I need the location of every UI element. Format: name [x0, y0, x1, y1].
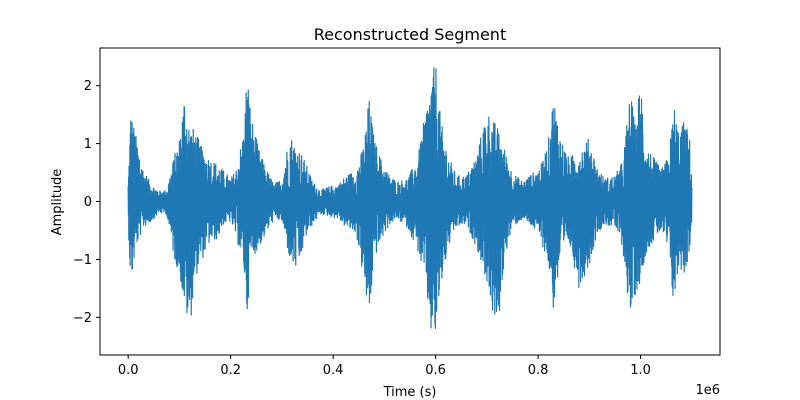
y-tick-label: 1 [84, 137, 92, 152]
chart-title: Reconstructed Segment [314, 25, 506, 44]
x-tick-label: 0.2 [220, 363, 241, 378]
x-tick-label: 0.8 [528, 363, 549, 378]
y-tick-label: 0 [84, 195, 92, 210]
x-offset-label: 1e6 [695, 383, 720, 398]
waveform-line [127, 67, 693, 330]
x-tick-label: 0.0 [118, 363, 139, 378]
y-tick-label: −2 [73, 311, 92, 326]
waveform-series [127, 67, 693, 330]
y-tick-label: 2 [84, 79, 92, 94]
x-axis-label: Time (s) [383, 385, 437, 400]
x-tick-label: 0.4 [323, 363, 344, 378]
y-tick-label: −1 [73, 253, 92, 268]
x-tick-label: 1.0 [630, 363, 651, 378]
y-axis-label: Amplitude [50, 169, 65, 236]
y-axis-ticks: −2 −1 0 1 2 [73, 79, 100, 326]
x-axis-ticks: 0.0 0.2 0.4 0.6 0.8 1.0 [118, 355, 651, 378]
x-tick-label: 0.6 [425, 363, 446, 378]
